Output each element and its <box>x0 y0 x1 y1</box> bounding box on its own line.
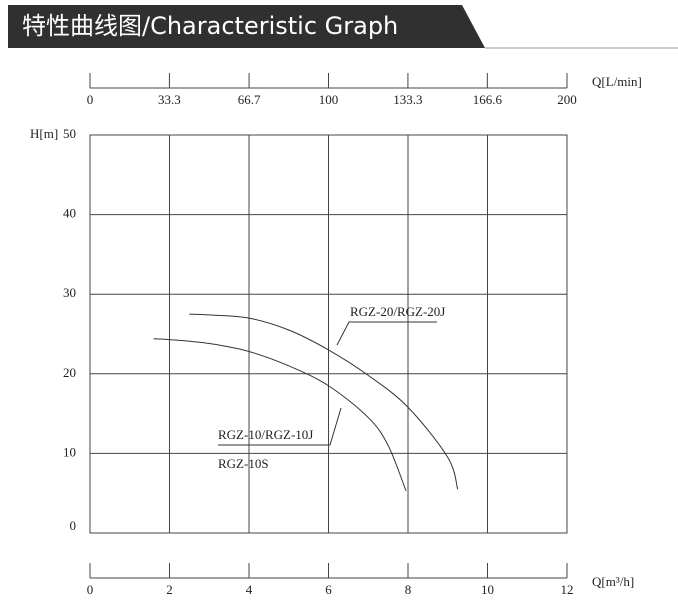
x-tick-label: 0 <box>87 582 94 597</box>
x2-axis-label: Q[L/min] <box>592 74 642 89</box>
leader-line <box>336 321 437 346</box>
x2-tick-label: 33.3 <box>158 92 181 107</box>
x2-tick-label: 100 <box>319 92 339 107</box>
x-tick-label: 10 <box>481 582 494 597</box>
x-tick-label: 4 <box>246 582 253 597</box>
y-tick-label: 30 <box>63 285 76 300</box>
x-tick-label: 2 <box>166 582 173 597</box>
x-axis-label: Q[m³/h] <box>592 574 634 589</box>
x-tick-label: 8 <box>405 582 412 597</box>
header-banner <box>8 5 485 48</box>
y-axis-label: H[m] <box>30 126 58 141</box>
curve <box>153 338 407 491</box>
x2-tick-label: 166.6 <box>473 92 503 107</box>
x-tick-label: 6 <box>325 582 332 597</box>
curve <box>189 313 459 490</box>
leader-line <box>218 407 342 446</box>
chart-title: 特性曲线图/Characteristic Graph <box>22 12 398 40</box>
x2-tick-label: 66.7 <box>238 92 261 107</box>
y-tick-label: 40 <box>63 206 76 221</box>
y-tick-label: 20 <box>63 365 76 380</box>
x2-tick-label: 0 <box>87 92 94 107</box>
curve-label: RGZ-20/RGZ-20J <box>350 304 445 319</box>
y-tick-label: 0 <box>70 518 77 533</box>
annotation: RGZ-10S <box>218 456 269 471</box>
y-tick-label: 50 <box>63 126 76 141</box>
x2-tick-label: 200 <box>557 92 577 107</box>
y-tick-label: 10 <box>63 444 76 459</box>
curve-label: RGZ-10/RGZ-10J <box>218 427 313 442</box>
x2-tick-label: 133.3 <box>393 92 422 107</box>
x-tick-label: 12 <box>561 582 574 597</box>
